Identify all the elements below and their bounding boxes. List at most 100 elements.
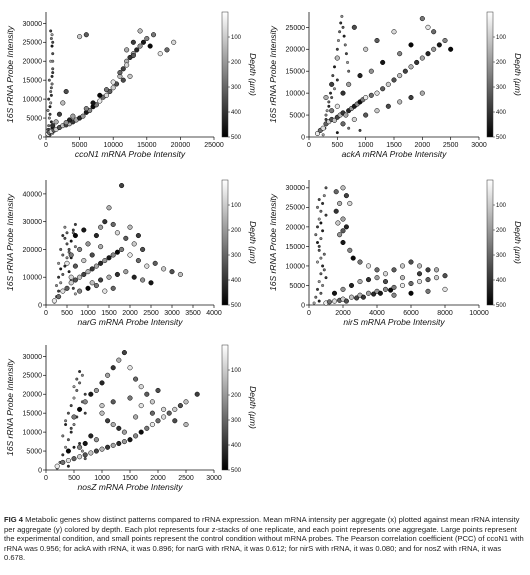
data-point: [340, 185, 346, 191]
y-tick-label: 25000: [23, 40, 43, 47]
x-tick-label: 10000: [469, 310, 489, 317]
control-point: [51, 71, 55, 75]
data-point: [340, 228, 346, 234]
colorbar-tick-label: 500: [496, 303, 507, 309]
control-point: [73, 292, 77, 296]
control-point: [67, 247, 71, 251]
data-point: [340, 216, 346, 222]
control-point: [48, 105, 52, 109]
colorbar-tick-label: 200: [496, 228, 507, 234]
x-tick-label: 1000: [94, 475, 110, 482]
data-point: [408, 290, 414, 296]
control-point: [71, 286, 75, 290]
colorbar-tick-label: 300: [231, 418, 242, 424]
control-point: [69, 239, 73, 243]
data-point: [77, 444, 83, 450]
data-point: [382, 279, 389, 285]
data-point: [51, 298, 57, 304]
data-point: [408, 64, 414, 70]
x-tick-label: 2500: [443, 142, 459, 149]
control-point: [59, 267, 63, 271]
data-point: [120, 66, 126, 72]
control-point: [50, 74, 54, 78]
data-point: [357, 279, 363, 285]
y-tick-label: 0: [38, 467, 42, 474]
colorbar-label: Depth (µm): [513, 53, 523, 96]
y-tick-label: 10000: [23, 275, 43, 282]
data-point: [64, 285, 70, 291]
data-point: [347, 247, 353, 253]
colorbar-tick-label: 300: [231, 85, 242, 91]
control-point: [66, 464, 70, 468]
data-point: [343, 193, 349, 199]
data-point: [68, 274, 74, 280]
y-tick-label: 25000: [286, 205, 306, 212]
data-point: [357, 73, 363, 79]
data-point: [340, 90, 346, 96]
data-point: [99, 410, 105, 416]
data-point: [357, 259, 363, 265]
x-axis-label: nirS mRNA Probe Intensity: [343, 317, 445, 327]
data-point: [414, 59, 420, 65]
colorbar-tick-label: 400: [496, 278, 507, 284]
data-point: [93, 387, 99, 394]
control-point: [78, 370, 82, 373]
data-point: [102, 288, 108, 294]
data-point: [363, 46, 369, 52]
data-point: [65, 457, 71, 464]
colorbar-label: Depth (µm): [248, 386, 258, 429]
control-point: [317, 248, 321, 252]
data-point: [123, 235, 129, 241]
data-point: [77, 288, 83, 294]
control-point: [343, 43, 347, 47]
data-point: [93, 448, 99, 454]
x-tick-label: 2500: [143, 310, 159, 317]
data-point: [64, 260, 70, 266]
data-point: [120, 77, 126, 83]
data-point: [377, 290, 383, 296]
y-tick-label: 15000: [286, 69, 306, 76]
control-point: [321, 201, 325, 205]
x-tick-label: 2000: [335, 310, 351, 317]
control-point: [321, 229, 325, 233]
control-point: [55, 284, 58, 288]
data-point: [82, 399, 88, 405]
data-point: [442, 286, 448, 292]
data-point: [89, 252, 95, 258]
control-point: [57, 289, 61, 293]
x-tick-label: 20000: [171, 142, 191, 149]
x-tick-label: 3500: [185, 310, 201, 317]
data-point: [177, 403, 183, 409]
control-point: [69, 426, 73, 430]
data-point: [150, 32, 157, 38]
control-point: [66, 411, 70, 415]
colorbar-tick-label: 500: [496, 135, 507, 141]
y-tick-label: 5000: [289, 283, 305, 290]
data-point: [63, 120, 69, 126]
y-tick-label: 0: [38, 134, 42, 141]
control-point: [335, 131, 339, 135]
data-point: [323, 94, 329, 101]
data-point: [81, 271, 87, 277]
chart-panel-1: 0 5000 10000 15000 20000 25000 0 5000 10000 15000…: [5, 11, 258, 159]
control-point: [319, 291, 323, 295]
data-point: [380, 86, 386, 92]
control-point: [347, 126, 351, 130]
control-point: [48, 112, 52, 116]
control-point: [327, 104, 331, 108]
colorbar-tick-label: 300: [496, 85, 507, 91]
control-point: [71, 228, 75, 232]
x-tick-label: 1500: [122, 475, 138, 482]
data-point: [331, 298, 338, 304]
data-point: [137, 28, 143, 34]
data-point: [89, 266, 95, 272]
data-point: [127, 224, 133, 230]
colorbar-tick-label: 300: [496, 253, 507, 259]
control-point: [358, 128, 362, 132]
data-point: [124, 47, 130, 53]
control-point: [346, 60, 350, 64]
data-point: [97, 92, 103, 98]
control-point: [319, 256, 323, 260]
data-point: [416, 279, 423, 285]
x-tick-label: 500: [61, 310, 73, 317]
